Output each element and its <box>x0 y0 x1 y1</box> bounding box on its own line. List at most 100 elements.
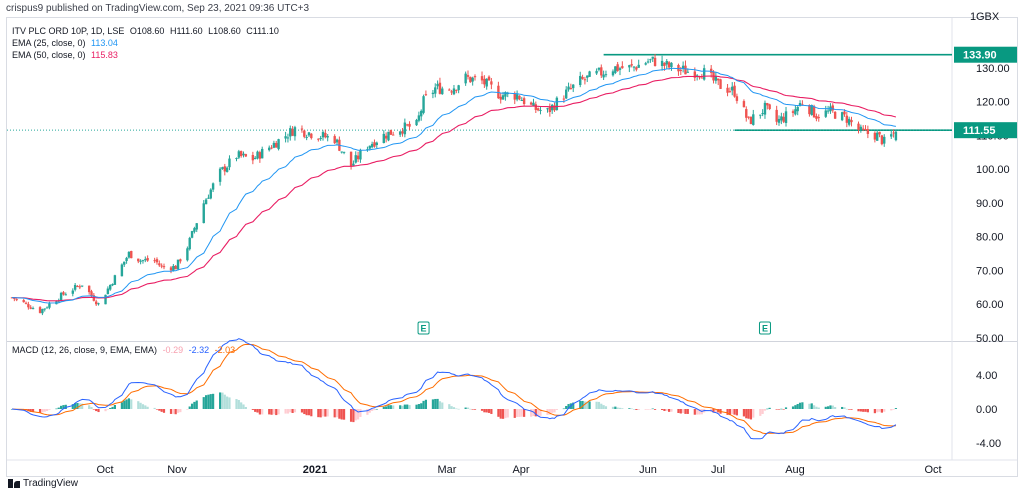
candle-body <box>59 292 63 301</box>
macd-histogram-bar <box>90 407 93 409</box>
candle-body <box>532 102 535 107</box>
macd-histogram-bar <box>452 407 456 409</box>
macd-histogram-bar <box>759 409 762 416</box>
candle-body <box>632 66 636 68</box>
macd-histogram-bar <box>551 409 554 413</box>
candle-body <box>272 142 276 148</box>
macd-histogram-bar <box>261 409 264 415</box>
macd-histogram-bar <box>417 404 420 409</box>
macd-histogram-bar <box>763 409 767 411</box>
candle-body <box>630 64 633 66</box>
earnings-marker-label: E <box>762 324 768 334</box>
macd-histogram-bar <box>162 409 166 413</box>
macd-histogram-bar <box>392 405 395 409</box>
candle-body <box>794 109 797 115</box>
macd-histogram-bar <box>310 409 313 417</box>
candle-body <box>796 106 799 112</box>
macd-histogram-bar <box>305 409 308 416</box>
candle-body <box>211 183 215 190</box>
macd-histogram-bar <box>403 404 406 409</box>
candle-body <box>808 105 811 115</box>
candle-body <box>812 106 816 118</box>
macd-histogram-bar <box>207 394 210 409</box>
macd-histogram-bar <box>221 392 224 409</box>
candle-body <box>303 130 306 137</box>
macd-histogram-bar <box>188 406 191 409</box>
macd-histogram-bar <box>155 409 159 410</box>
macd-histogram-bar <box>76 402 79 409</box>
macd-histogram-bar <box>501 409 505 419</box>
candle-body <box>268 147 271 151</box>
candle-body <box>174 265 177 270</box>
macd-line <box>11 338 897 440</box>
candle-body <box>228 158 231 168</box>
candle-body <box>73 284 77 290</box>
macd-histogram-bar <box>321 409 325 417</box>
macd-histogram-bar <box>777 409 781 410</box>
macd-histogram-bar <box>324 409 327 417</box>
candle-body <box>130 250 133 259</box>
candle-body <box>487 76 491 81</box>
candle-body <box>635 67 638 70</box>
price-tick-label: 100.00 <box>976 164 1010 176</box>
candle-body <box>649 59 652 61</box>
macd-histogram-bar <box>144 405 147 409</box>
candle-body <box>667 62 671 68</box>
candle-body <box>815 116 818 119</box>
candle-body <box>31 308 35 310</box>
candle-body <box>840 112 844 121</box>
candle-body <box>48 303 51 308</box>
macd-histogram-bar <box>60 405 63 409</box>
candle-body <box>504 92 507 97</box>
candle-body <box>188 237 191 250</box>
macd-histogram-bar <box>553 409 556 413</box>
candle-body <box>653 57 657 66</box>
macd-histogram-bar <box>588 401 591 409</box>
macd-histogram-bar <box>382 406 385 409</box>
candle-body <box>719 79 722 89</box>
candle-body <box>340 151 343 153</box>
candle-body <box>29 307 32 309</box>
candle-body <box>735 96 739 101</box>
macd-histogram-bar <box>387 405 390 409</box>
candle-body <box>457 85 460 91</box>
macd-histogram-bar <box>686 409 689 414</box>
macd-histogram-bar <box>186 409 189 410</box>
candle-body <box>270 147 273 149</box>
candle-body <box>434 87 437 94</box>
macd-histogram-bar <box>490 409 493 414</box>
candle-body <box>700 77 704 79</box>
tradingview-logo[interactable]: TradingView <box>8 478 78 489</box>
macd-histogram-bar <box>520 409 523 417</box>
macd-histogram-bar <box>812 405 816 409</box>
macd-histogram-bar <box>791 406 795 409</box>
macd-histogram-bar <box>864 409 867 412</box>
candle-body <box>24 302 28 304</box>
candle-body <box>695 75 699 77</box>
macd-histogram-bar <box>817 407 820 409</box>
macd-histogram-bar <box>258 409 261 415</box>
candle-body <box>529 102 533 105</box>
candle-body <box>731 86 734 91</box>
candle-body <box>539 109 542 111</box>
candle-body <box>277 139 280 150</box>
macd-histogram-bar <box>457 408 460 410</box>
candle-body <box>384 135 388 139</box>
macd-histogram-bar <box>775 409 778 410</box>
macd-histogram-bar <box>766 408 769 410</box>
macd-histogram-bar <box>300 409 304 413</box>
candle-body <box>317 138 320 140</box>
candle-body <box>356 155 360 160</box>
candle-body <box>810 105 813 115</box>
candle-body <box>15 299 18 301</box>
candle-body <box>614 66 617 73</box>
candle-body <box>497 85 500 99</box>
macd-histogram-bar <box>583 401 587 409</box>
candle-body <box>127 251 131 258</box>
candle-body <box>373 142 376 147</box>
ema50-legend: EMA (50, close, 0) 115.83 <box>12 50 118 60</box>
macd-histogram-bar <box>57 407 60 409</box>
macd-histogram-bar <box>497 409 500 417</box>
candle-body <box>892 132 895 134</box>
